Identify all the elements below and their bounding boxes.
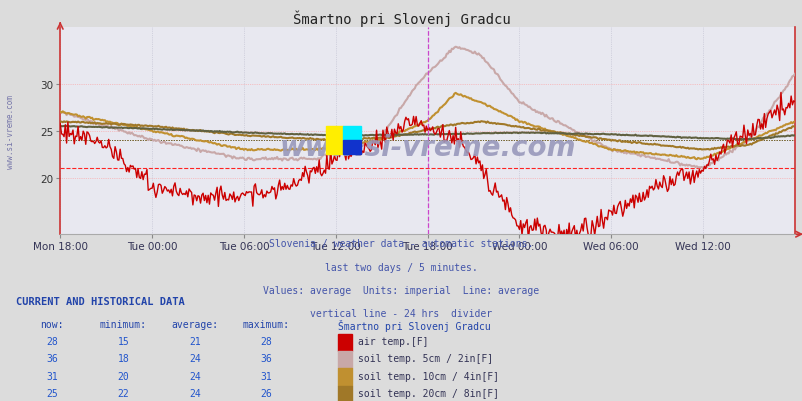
Text: soil temp. 20cm / 8in[F]: soil temp. 20cm / 8in[F] [358, 388, 498, 398]
Text: 24: 24 [188, 371, 200, 381]
Text: www.si-vreme.com: www.si-vreme.com [6, 94, 15, 168]
Text: Šmartno pri Slovenj Gradcu: Šmartno pri Slovenj Gradcu [292, 10, 510, 27]
Text: 21: 21 [188, 336, 200, 346]
Text: minimum:: minimum: [99, 319, 147, 329]
Text: Šmartno pri Slovenj Gradcu: Šmartno pri Slovenj Gradcu [338, 319, 490, 331]
Bar [338, 334, 352, 351]
Text: Slovenia / weather data - automatic stations.: Slovenia / weather data - automatic stat… [269, 239, 533, 249]
Text: 20: 20 [117, 371, 129, 381]
Text: 22: 22 [117, 388, 129, 398]
Text: 36: 36 [46, 353, 58, 363]
Text: www.si-vreme.com: www.si-vreme.com [279, 134, 575, 162]
Text: 18: 18 [117, 353, 129, 363]
Text: 28: 28 [46, 336, 58, 346]
Bar [338, 369, 352, 386]
Text: CURRENT AND HISTORICAL DATA: CURRENT AND HISTORICAL DATA [16, 296, 184, 306]
Text: 31: 31 [260, 371, 272, 381]
Text: vertical line - 24 hrs  divider: vertical line - 24 hrs divider [310, 308, 492, 318]
Text: 31: 31 [46, 371, 58, 381]
Text: 28: 28 [260, 336, 272, 346]
Bar [325, 127, 343, 155]
Text: air temp.[F]: air temp.[F] [358, 336, 427, 346]
Text: 24: 24 [188, 353, 200, 363]
Text: 26: 26 [260, 388, 272, 398]
Text: 36: 36 [260, 353, 272, 363]
Text: soil temp. 5cm / 2in[F]: soil temp. 5cm / 2in[F] [358, 353, 492, 363]
Text: last two days / 5 minutes.: last two days / 5 minutes. [325, 262, 477, 272]
Text: now:: now: [40, 319, 63, 329]
Bar [338, 351, 352, 369]
Text: maximum:: maximum: [242, 319, 290, 329]
Text: 15: 15 [117, 336, 129, 346]
Text: average:: average: [171, 319, 218, 329]
Text: 25: 25 [46, 388, 58, 398]
Bar [343, 141, 361, 155]
Text: soil temp. 10cm / 4in[F]: soil temp. 10cm / 4in[F] [358, 371, 498, 381]
Bar [343, 127, 361, 141]
Text: 24: 24 [188, 388, 200, 398]
Bar [338, 386, 352, 401]
Text: Values: average  Units: imperial  Line: average: Values: average Units: imperial Line: av… [263, 285, 539, 295]
